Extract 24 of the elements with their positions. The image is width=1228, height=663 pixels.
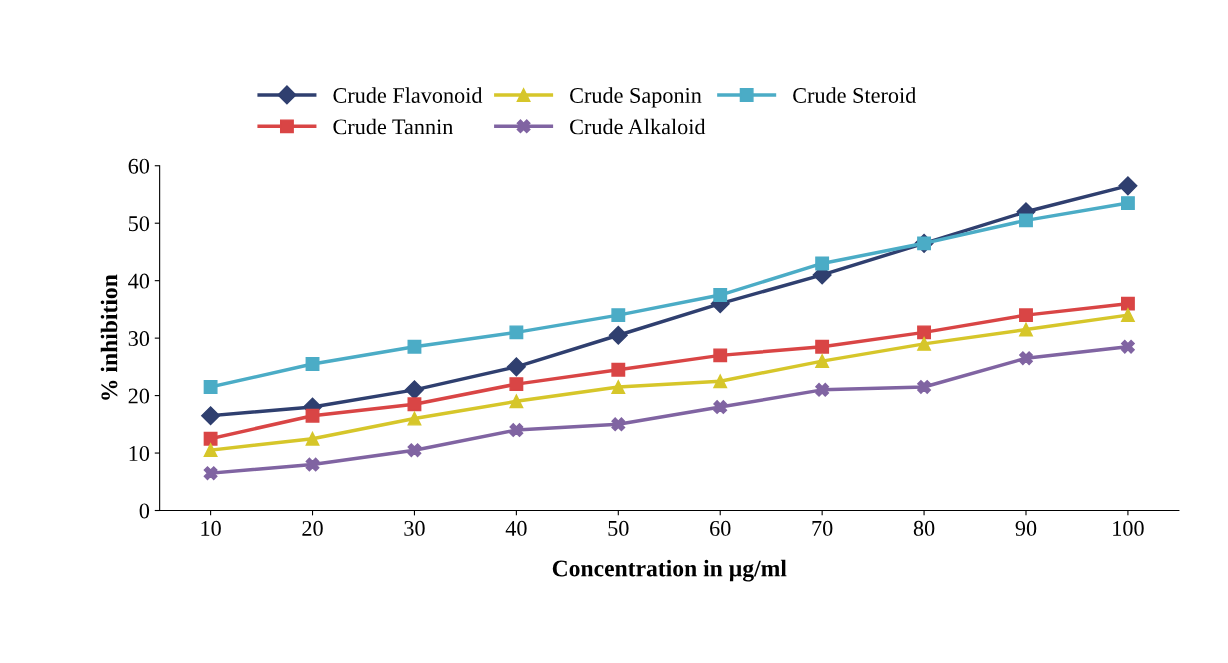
y-axis-title: % inhibition [100,274,118,400]
y-tick-label: 60 [128,158,150,174]
x-tick-label: 30 [404,520,425,536]
x-tick-label: 80 [913,520,935,536]
x-tick-label: 50 [608,520,629,536]
x-tick-label: 100 [1113,520,1144,536]
y-tick-label: 10 [129,445,150,461]
x-tick-label: 40 [505,520,527,536]
y-tick-label: 50 [128,216,150,232]
legend-label: Crude Steroid [793,87,917,103]
legend-label: Crude Tannin [333,118,454,135]
y-tick-label: 20 [128,388,150,404]
x-tick-label: 20 [302,520,323,536]
x-tick-label: 70 [812,520,833,536]
x-axis-title: Concentration in µg/ml [552,559,787,582]
legend-label: Crude Saponin [570,87,702,108]
y-tick-label: 0 [139,503,150,519]
legend-label: Crude Flavonoid [333,87,483,103]
y-tick-label: 40 [128,273,150,289]
x-tick-label: 10 [201,520,221,536]
x-tick-label: 90 [1015,520,1037,536]
legend-label: Crude Alkaloid [570,118,706,135]
y-tick-label: 30 [128,331,150,347]
x-tick-label: 60 [710,520,731,536]
